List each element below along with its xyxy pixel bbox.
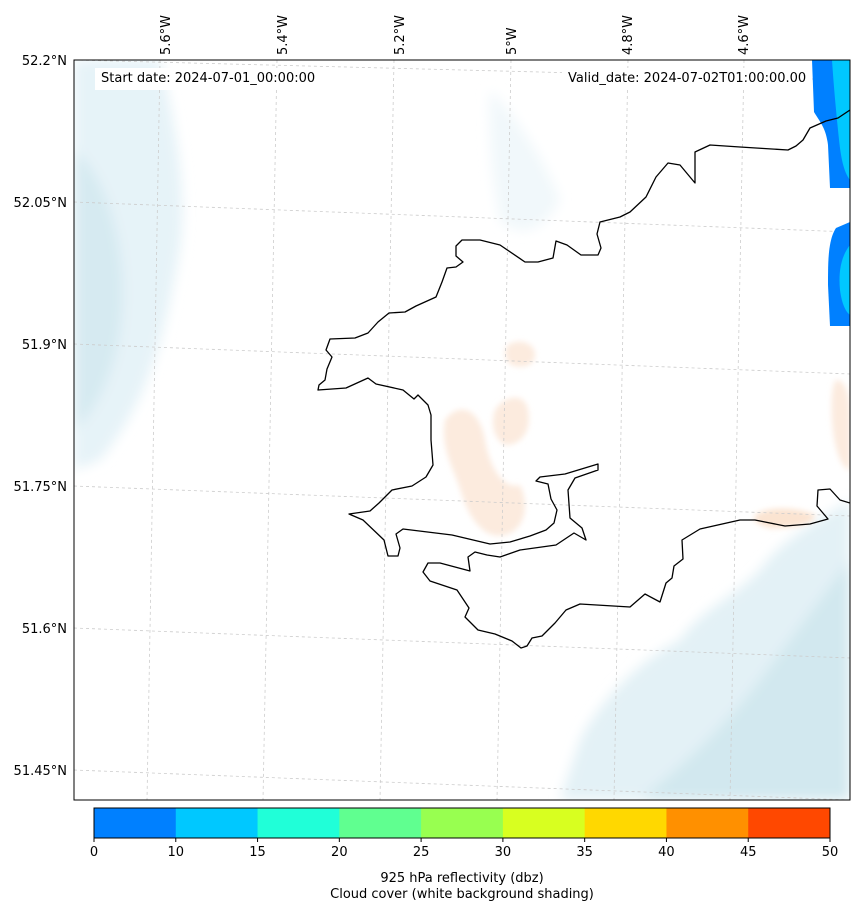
colorbar-segment-5 <box>502 808 586 838</box>
lon-label-5-6w: 5.6°W <box>159 15 174 55</box>
lon-label-4-8w: 4.8°W <box>621 15 636 55</box>
reflectivity-patch-east-edge <box>831 380 850 470</box>
colorbar-segment-6 <box>584 808 667 838</box>
reflectivity-cell-east-core <box>839 245 850 315</box>
lat-label-51-45n: 51.45°N <box>14 764 67 779</box>
colorbar-subtitle: Cloud cover (white background shading) <box>330 887 594 902</box>
lat-label-51-75n: 51.75°N <box>14 480 67 495</box>
coastline <box>317 109 850 649</box>
cloud-cover-southeast-core <box>640 560 850 800</box>
colorbar-segment-8 <box>748 808 831 838</box>
lat-label-51-9n: 51.9°N <box>22 338 67 353</box>
reflectivity-patch-east-central <box>493 397 529 445</box>
start-date-label: Start date: 2024-07-01_00:00:00 <box>95 68 322 90</box>
lon-label-5-2w: 5.2°W <box>393 15 408 55</box>
colorbar-tick-label-9: 50 <box>822 845 839 860</box>
colorbar-segment-4 <box>421 808 504 838</box>
colorbar-tick-label-2: 15 <box>249 845 266 860</box>
colorbar-title: 925 hPa reflectivity (dbz) <box>380 871 544 886</box>
reflectivity-cell-northeast-core <box>832 60 850 180</box>
colorbar-segment-7 <box>666 808 749 838</box>
low-reflectivity-patches <box>443 341 850 536</box>
colorbar-ticks: 0 10 15 20 25 30 35 40 45 50 <box>90 838 838 860</box>
reflectivity-patch-central <box>443 409 525 536</box>
lat-label-52-05n: 52.05°N <box>14 196 67 211</box>
cloud-cover-shading <box>74 60 850 800</box>
longitude-labels: 5.6°W 5.4°W 5.2°W 5°W 4.8°W 4.6°W <box>159 15 752 55</box>
lon-label-5w: 5°W <box>505 27 520 55</box>
colorbar-tick-label-1: 10 <box>168 845 185 860</box>
valid-date-label: Valid_date: 2024-07-02T01:00:00.00 <box>562 68 813 90</box>
reflectivity-patch-north <box>505 341 535 367</box>
cloud-cover-north <box>489 90 560 231</box>
colorbar-tick-label-6: 35 <box>576 845 593 860</box>
cloud-cover-west-core <box>74 150 123 430</box>
colorbar-segment-3 <box>339 808 422 838</box>
map-frame <box>73 59 851 801</box>
map-plot-area <box>74 60 850 800</box>
reflectivity-cells-east <box>812 60 850 326</box>
colorbar: 0 10 15 20 25 30 35 40 45 50 <box>90 807 838 860</box>
colorbar-tick-label-7: 40 <box>658 845 675 860</box>
colorbar-tick-label-3: 20 <box>331 845 348 860</box>
latitude-labels: 52.2°N 52.05°N 51.9°N 51.75°N 51.6°N 51.… <box>14 54 67 779</box>
colorbar-tick-label-0: 0 <box>90 845 98 860</box>
lat-label-52-2n: 52.2°N <box>22 54 67 69</box>
colorbar-tick-label-8: 45 <box>740 845 757 860</box>
colorbar-segment-2 <box>257 808 340 838</box>
lat-label-51-6n: 51.6°N <box>22 622 67 637</box>
colorbar-frame <box>93 807 831 839</box>
lon-label-4-6w: 4.6°W <box>737 15 752 55</box>
colorbar-tick-label-4: 25 <box>413 845 430 860</box>
lon-label-5-4w: 5.4°W <box>276 15 291 55</box>
colorbar-segments <box>94 808 831 838</box>
colorbar-segment-1 <box>175 808 259 838</box>
colorbar-segment-0 <box>94 808 177 838</box>
colorbar-tick-label-5: 30 <box>495 845 512 860</box>
